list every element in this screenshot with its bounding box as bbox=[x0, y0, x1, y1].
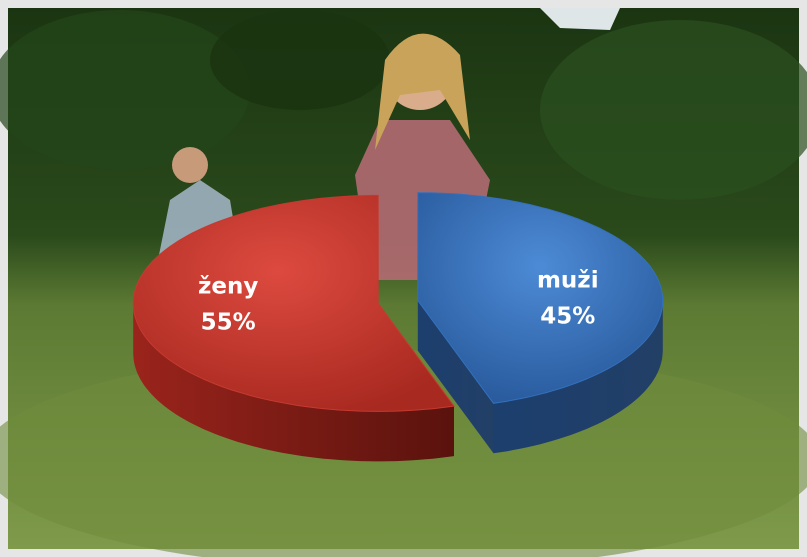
background-photo bbox=[0, 8, 807, 557]
value-label: 55% bbox=[201, 310, 256, 336]
slice-label: ženy bbox=[198, 274, 258, 300]
value-label: 45% bbox=[540, 303, 595, 329]
slice-label: muži bbox=[537, 267, 599, 293]
chart: ženy 55% muži 45% bbox=[0, 0, 807, 557]
page: ženy55%muži45% (() => { const data = JSO… bbox=[0, 0, 807, 557]
